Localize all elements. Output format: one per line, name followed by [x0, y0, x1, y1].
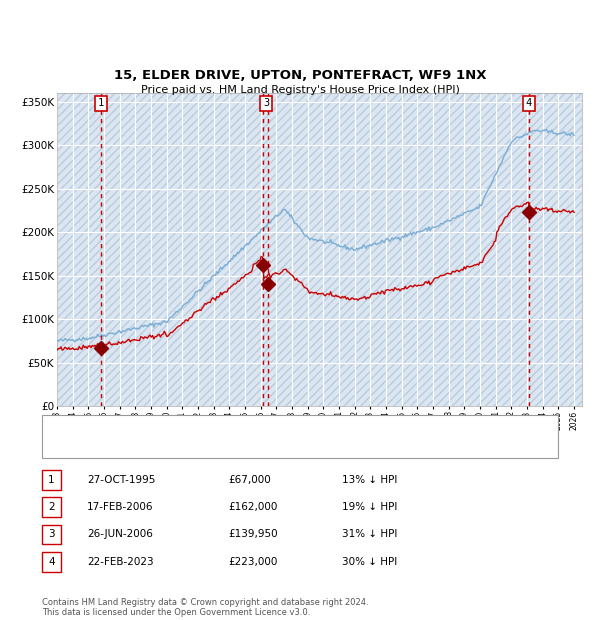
- Text: 22-FEB-2023: 22-FEB-2023: [87, 557, 154, 567]
- Text: 3: 3: [263, 99, 269, 108]
- Text: 1: 1: [48, 475, 55, 485]
- Text: 30% ↓ HPI: 30% ↓ HPI: [342, 557, 397, 567]
- Text: 19% ↓ HPI: 19% ↓ HPI: [342, 502, 397, 512]
- Text: 1: 1: [98, 99, 104, 108]
- Text: 13% ↓ HPI: 13% ↓ HPI: [342, 475, 397, 485]
- Text: 4: 4: [48, 557, 55, 567]
- Text: £162,000: £162,000: [228, 502, 277, 512]
- Text: Contains HM Land Registry data © Crown copyright and database right 2024.: Contains HM Land Registry data © Crown c…: [42, 598, 368, 607]
- Text: 4: 4: [526, 99, 532, 108]
- Text: 31% ↓ HPI: 31% ↓ HPI: [342, 529, 397, 539]
- Text: 3: 3: [48, 529, 55, 539]
- Text: 27-OCT-1995: 27-OCT-1995: [87, 475, 155, 485]
- Text: 15, ELDER DRIVE, UPTON, PONTEFRACT, WF9 1NX (detached house): 15, ELDER DRIVE, UPTON, PONTEFRACT, WF9 …: [87, 422, 422, 432]
- Text: Price paid vs. HM Land Registry's House Price Index (HPI): Price paid vs. HM Land Registry's House …: [140, 85, 460, 95]
- Text: £139,950: £139,950: [228, 529, 278, 539]
- Text: £67,000: £67,000: [228, 475, 271, 485]
- Text: 15, ELDER DRIVE, UPTON, PONTEFRACT, WF9 1NX: 15, ELDER DRIVE, UPTON, PONTEFRACT, WF9 …: [114, 69, 486, 82]
- Text: HPI: Average price, detached house, Wakefield: HPI: Average price, detached house, Wake…: [87, 441, 315, 451]
- Text: 17-FEB-2006: 17-FEB-2006: [87, 502, 154, 512]
- Text: 2: 2: [48, 502, 55, 512]
- Text: £223,000: £223,000: [228, 557, 277, 567]
- Text: 26-JUN-2006: 26-JUN-2006: [87, 529, 153, 539]
- Text: This data is licensed under the Open Government Licence v3.0.: This data is licensed under the Open Gov…: [42, 608, 310, 617]
